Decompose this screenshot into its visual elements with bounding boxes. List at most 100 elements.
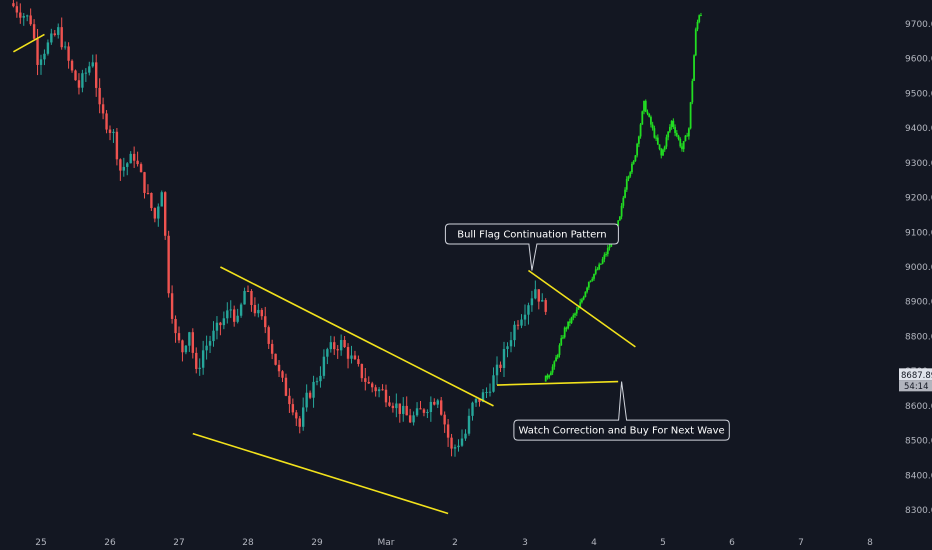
trendline-channel-lower[interactable] [192, 432, 449, 515]
candle-body [81, 73, 84, 88]
trendline-channel-upper[interactable] [220, 266, 494, 407]
projection-body [608, 246, 611, 249]
projection-body [601, 259, 604, 264]
candle-body [499, 364, 502, 368]
candle-body [388, 402, 391, 406]
candle-body [308, 392, 312, 398]
projection-body [558, 345, 561, 355]
candle-body [67, 46, 70, 61]
candle-body [32, 24, 36, 39]
candle-body [516, 324, 520, 326]
candle-body [488, 391, 492, 393]
projection-body [581, 299, 583, 303]
candle-body [122, 166, 125, 171]
countdown-value: 54:14 [904, 382, 929, 392]
x-tick-label: 27 [173, 538, 184, 548]
candle-body [502, 349, 506, 368]
candle-body [22, 15, 25, 18]
candle-body [212, 330, 215, 342]
candle-body [281, 371, 284, 378]
candle-body [264, 316, 267, 328]
candle-body [91, 62, 94, 67]
candle-body [136, 160, 139, 165]
projection-body [698, 15, 701, 22]
candle-body [126, 163, 129, 167]
candle-body [174, 318, 177, 334]
price-label-value: 8687.89 [901, 371, 932, 381]
candle-body [350, 355, 353, 359]
candle-body [422, 409, 426, 413]
candle-body [105, 113, 108, 130]
trendline-flag-upper[interactable] [527, 269, 636, 348]
projection-body [667, 131, 670, 138]
candle-body [115, 131, 119, 160]
projection-body [575, 309, 578, 314]
projection-body [579, 302, 582, 308]
x-tick-label: 7 [798, 538, 804, 548]
callout-box [513, 381, 730, 441]
candle-body [157, 206, 160, 219]
projection-body [691, 80, 694, 103]
callout-text: Bull Flag Continuation Pattern [457, 230, 606, 241]
candle-body [170, 293, 174, 319]
candle-body [277, 364, 281, 372]
projection-body [650, 116, 652, 125]
trendlines-layer[interactable] [13, 33, 636, 515]
candle-body [534, 289, 537, 299]
projection-body [643, 100, 645, 112]
candles-layer [12, 0, 547, 457]
candle-body [357, 359, 360, 365]
projection-body [648, 113, 651, 117]
projection-body [570, 317, 573, 323]
projection-body [656, 137, 659, 145]
candle-body [460, 438, 464, 446]
projection-body [594, 269, 597, 274]
candle-body [208, 341, 212, 346]
y-tick-label: 9600.00 [905, 55, 932, 65]
candle-body [408, 415, 412, 423]
projection-body [653, 128, 656, 138]
projection-body [568, 321, 571, 323]
projection-body [596, 269, 599, 271]
price-label-bg [899, 368, 932, 381]
candle-body [12, 3, 15, 7]
x-tick-label: 3 [522, 538, 528, 548]
x-tick-label: 2 [452, 538, 458, 548]
projection-body [634, 155, 637, 162]
candle-body [236, 315, 239, 322]
trendline-early-resistance[interactable] [13, 33, 45, 53]
price-axis-bg [898, 0, 932, 550]
candle-body [336, 349, 339, 351]
projection-layer [544, 12, 702, 382]
candle-body [43, 53, 46, 60]
candle-body [101, 104, 105, 114]
candle-body [481, 392, 485, 402]
price-axis[interactable]: 9700.00 9600.00 9500.00 9400.00 9300.00 9200.… [898, 0, 932, 550]
projection-body [555, 357, 557, 362]
candle-body [453, 447, 457, 449]
projection-body [544, 375, 547, 382]
candle-body [139, 164, 143, 173]
projection-body [674, 127, 676, 133]
candle-body [436, 400, 439, 405]
time-axis[interactable]: 25 26 27 28 29 Mar 2 3 4 5 6 7 8 [0, 533, 898, 550]
candle-body [201, 350, 205, 368]
projection-body [565, 327, 568, 329]
candle-body [98, 87, 101, 105]
x-tick-label: 29 [311, 538, 323, 548]
projection-body [605, 254, 607, 256]
projection-body [646, 111, 649, 114]
projection-body [700, 15, 702, 17]
candle-body [164, 192, 167, 236]
trendline-flag-lower[interactable] [496, 380, 619, 386]
candle-body [322, 356, 326, 376]
candle-body [250, 290, 253, 305]
projection-body [551, 366, 554, 373]
current-price-label: 8687.8954:14 [899, 368, 932, 392]
candle-body [246, 290, 250, 292]
x-tick-label: 5 [660, 538, 666, 548]
candle-body [219, 322, 222, 326]
projection-body [639, 124, 642, 137]
y-tick-label: 8500.00 [905, 437, 932, 447]
